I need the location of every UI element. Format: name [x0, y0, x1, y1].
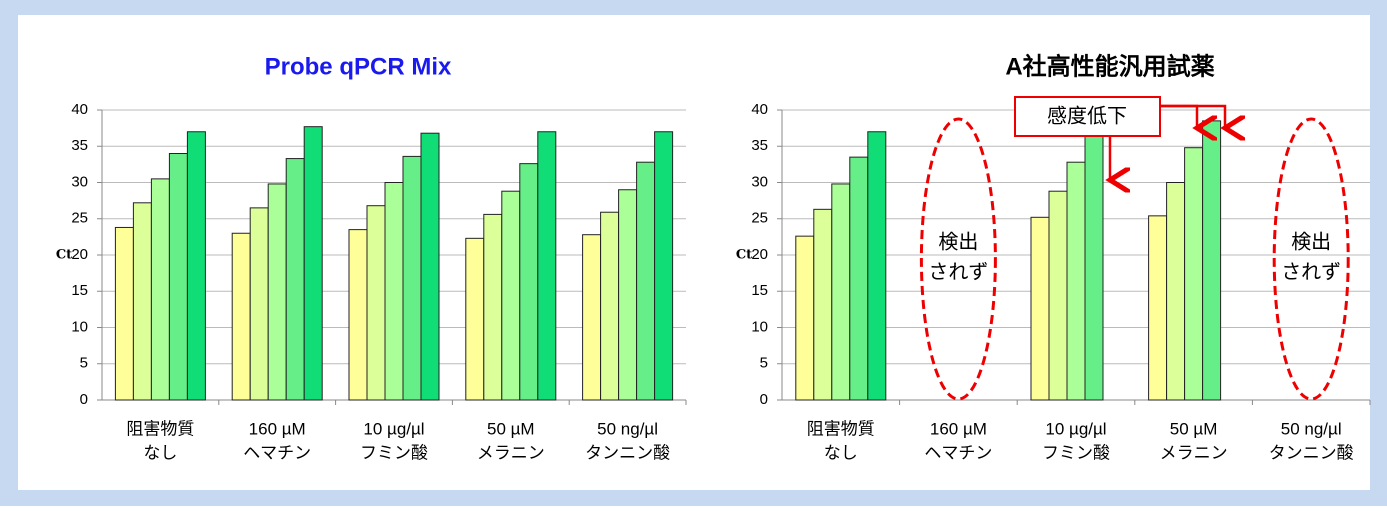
bar [303, 126, 323, 401]
annotation-box [1014, 96, 1161, 137]
bar [249, 207, 269, 401]
x-tick-label: メラニン [1160, 443, 1228, 462]
y-tick-label: 35 [751, 137, 768, 154]
y-tick-label: 5 [760, 355, 768, 372]
not-detected-mark [919, 117, 997, 401]
y-tick-label: 30 [71, 173, 88, 190]
bar [1066, 161, 1086, 401]
bar [1166, 182, 1186, 401]
bar [582, 234, 602, 401]
bar [867, 131, 887, 401]
bar [267, 183, 287, 401]
x-tick-label: 50 µM [1170, 419, 1218, 438]
x-tick-label: メラニン [477, 443, 545, 462]
bar [1048, 190, 1068, 401]
bar [849, 156, 869, 401]
bar [1148, 215, 1168, 401]
x-tick-label: 阻害物質 [807, 419, 875, 438]
x-tick-label: フミン酸 [1042, 443, 1110, 462]
x-tick-label: 160 µM [930, 419, 987, 438]
bar [1202, 120, 1222, 401]
not-detected-mark [1272, 117, 1350, 401]
bar [813, 208, 833, 401]
bar [150, 178, 170, 401]
y-tick-label: 30 [751, 173, 768, 190]
x-tick-label: タンニン酸 [585, 443, 670, 462]
y-tick-label: 10 [751, 318, 768, 335]
annotation: 検出 [1291, 230, 1331, 253]
y-tick-label: 10 [71, 318, 88, 335]
bar [636, 161, 656, 401]
bar [285, 158, 305, 401]
arrow [1160, 104, 1225, 128]
chart-title: A社高性能汎用試薬 [1005, 52, 1214, 80]
bar [384, 182, 404, 401]
y-axis-label: Ct [736, 248, 752, 263]
x-tick-label: 10 µg/µl [1045, 419, 1106, 438]
x-tick-label: 160 µM [249, 419, 306, 438]
chart-title: Probe qPCR Mix [265, 53, 452, 80]
bar [519, 163, 539, 401]
y-tick-label: 0 [80, 391, 88, 408]
y-tick-label: 40 [71, 101, 88, 118]
bar [465, 237, 485, 401]
bar [654, 131, 674, 401]
y-tick-label: 20 [71, 246, 88, 263]
y-tick-label: 35 [71, 137, 88, 154]
y-tick-label: 5 [80, 355, 88, 372]
annotation: されず [928, 260, 988, 283]
bar [831, 183, 851, 401]
bar [420, 132, 440, 401]
x-tick-label: 50 ng/µl [1281, 419, 1342, 438]
x-tick-label: 50 µM [487, 419, 535, 438]
bar [1084, 134, 1104, 401]
x-tick-label: 50 ng/µl [597, 419, 658, 438]
bar [402, 155, 422, 401]
x-tick-label: タンニン酸 [1269, 443, 1354, 462]
x-tick-label: ヘマチン [924, 443, 992, 462]
x-tick-label: 10 µg/µl [363, 419, 424, 438]
y-tick-label: 20 [751, 246, 768, 263]
bar [366, 205, 386, 401]
bar [1184, 147, 1204, 401]
y-tick-label: 15 [751, 282, 768, 299]
y-tick-label: 25 [71, 210, 88, 227]
x-tick-label: フミン酸 [360, 443, 428, 462]
x-tick-label: なし [824, 443, 858, 462]
x-tick-label: 阻害物質 [126, 419, 194, 438]
bar [132, 202, 152, 401]
bar [231, 232, 251, 401]
bar [537, 131, 557, 401]
bar [186, 131, 206, 401]
y-tick-label: 0 [760, 391, 768, 408]
bar [501, 190, 521, 401]
annotation: 感度低下 [1047, 104, 1127, 127]
y-tick-label: 40 [751, 101, 768, 118]
bar [1030, 216, 1050, 401]
bar [600, 211, 620, 401]
x-tick-label: なし [143, 443, 177, 462]
annotation: されず [1281, 260, 1341, 283]
bar [348, 229, 368, 401]
bar [114, 226, 134, 401]
bar [168, 153, 188, 401]
x-tick-label: ヘマチン [243, 443, 311, 462]
bar [795, 235, 815, 401]
bar [618, 189, 638, 401]
bar [483, 213, 503, 401]
y-axis-label: Ct [56, 248, 72, 263]
y-tick-label: 15 [71, 282, 88, 299]
y-tick-label: 25 [751, 210, 768, 227]
annotation: 検出 [938, 230, 978, 253]
